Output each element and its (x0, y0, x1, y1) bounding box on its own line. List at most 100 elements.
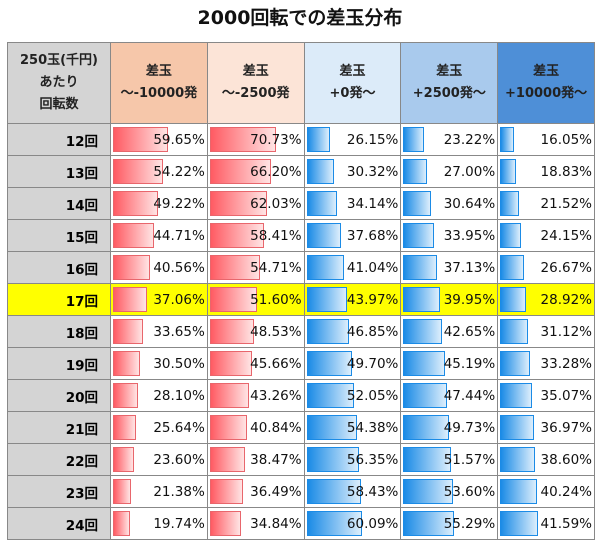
data-bar (306, 319, 350, 344)
value-cell: 70.73% (206, 123, 305, 156)
value-label: 43.26% (250, 387, 302, 404)
value-label: 26.67% (540, 259, 592, 276)
value-label: 54.38% (346, 419, 399, 436)
row-label: 19回 (7, 347, 111, 380)
value-cell: 33.65% (110, 315, 208, 348)
value-label: 49.73% (443, 419, 496, 436)
value-label: 52.05% (346, 387, 399, 404)
value-cell: 28.92% (497, 283, 595, 316)
value-label: 33.28% (540, 355, 592, 372)
value-cell: 49.73% (400, 411, 499, 444)
value-cell: 37.68% (303, 219, 402, 252)
table-row: 22回 23.60% 38.47% 56.35% 51.57% 38.60% (7, 443, 595, 476)
data-bar (209, 351, 252, 376)
data-bar (403, 447, 451, 472)
data-bar (209, 255, 261, 280)
value-cell: 23.22% (400, 123, 499, 156)
value-label: 25.64% (153, 419, 205, 436)
data-bar (306, 159, 334, 184)
row-label: 17回 (7, 283, 111, 316)
value-cell: 43.26% (206, 379, 305, 412)
data-bar (403, 191, 431, 216)
value-label: 35.07% (540, 387, 592, 404)
data-bar (500, 127, 514, 152)
column-header-text: 差玉 (533, 64, 560, 79)
data-bar (306, 415, 357, 440)
row-label: 20回 (7, 379, 111, 412)
value-cell: 40.24% (497, 475, 595, 508)
value-label: 37.13% (443, 259, 496, 276)
value-cell: 35.07% (497, 379, 595, 412)
value-cell: 42.65% (400, 315, 499, 348)
value-cell: 54.22% (110, 155, 208, 188)
column-header-text: +10000発～ (505, 86, 588, 101)
table-row: 12回 59.65% 70.73% 26.15% 23.22% 16.05% (7, 123, 595, 156)
table-row: 19回 30.50% 45.66% 49.70% 45.19% 33.28% (7, 347, 595, 380)
value-cell: 62.03% (206, 187, 305, 220)
data-bar (403, 127, 424, 152)
data-bar (209, 479, 243, 504)
row-header-line: 250玉(千円) (19, 53, 99, 68)
column-header-text: 差玉 (339, 64, 366, 79)
value-label: 21.52% (540, 195, 592, 212)
value-cell: 43.97% (303, 283, 402, 316)
value-label: 34.14% (346, 195, 399, 212)
value-label: 58.41% (250, 227, 302, 244)
value-label: 47.44% (443, 387, 496, 404)
value-label: 39.95% (443, 291, 496, 308)
value-cell: 19.74% (110, 507, 208, 540)
data-bar (403, 287, 440, 312)
row-label: 24回 (7, 507, 111, 540)
value-cell: 30.64% (400, 187, 499, 220)
value-cell: 51.60% (206, 283, 305, 316)
column-header-text: +2500発～ (412, 86, 486, 101)
value-label: 36.49% (250, 483, 302, 500)
value-label: 24.15% (540, 227, 592, 244)
page-title: 2000回転での差玉分布 (197, 7, 403, 29)
value-cell: 41.04% (303, 251, 402, 284)
data-bar (306, 255, 344, 280)
data-bar (209, 159, 272, 184)
value-cell: 27.00% (400, 155, 499, 188)
row-label: 14回 (7, 187, 111, 220)
column-header: 差玉 ～-10000発 (110, 42, 208, 124)
value-label: 45.66% (250, 355, 302, 372)
value-label: 27.00% (443, 163, 496, 180)
value-cell: 23.60% (110, 443, 208, 476)
value-cell: 44.71% (110, 219, 208, 252)
value-label: 55.29% (443, 515, 496, 532)
value-cell: 33.95% (400, 219, 499, 252)
value-label: 40.56% (153, 259, 205, 276)
data-bar (500, 447, 536, 472)
data-bar (403, 415, 450, 440)
value-label: 16.05% (540, 131, 592, 148)
table-row: 20回 28.10% 43.26% 52.05% 47.44% 35.07% (7, 379, 595, 412)
row-label: 18回 (7, 315, 111, 348)
data-bar (500, 415, 534, 440)
row-label: 15回 (7, 219, 111, 252)
value-label: 40.24% (540, 483, 592, 500)
data-bar (306, 191, 338, 216)
value-cell: 21.38% (110, 475, 208, 508)
value-label: 28.92% (540, 291, 592, 308)
value-cell: 58.43% (303, 475, 402, 508)
column-header-text: ～-2500発 (221, 86, 290, 101)
value-cell: 36.97% (497, 411, 595, 444)
value-label: 60.09% (346, 515, 399, 532)
value-label: 38.60% (540, 451, 592, 468)
value-cell: 45.66% (206, 347, 305, 380)
data-bar (209, 191, 268, 216)
data-bar (306, 351, 353, 376)
value-label: 42.65% (443, 323, 496, 340)
value-label: 26.15% (346, 131, 399, 148)
value-label: 66.20% (250, 163, 302, 180)
data-bar (500, 159, 517, 184)
table-row: 18回 33.65% 48.53% 46.85% 42.65% 31.12% (7, 315, 595, 348)
value-label: 51.57% (443, 451, 496, 468)
data-bar (209, 383, 250, 408)
value-cell: 56.35% (303, 443, 402, 476)
data-bar (209, 223, 264, 248)
value-label: 41.04% (346, 259, 399, 276)
value-cell: 46.85% (303, 315, 402, 348)
value-cell: 40.56% (110, 251, 208, 284)
